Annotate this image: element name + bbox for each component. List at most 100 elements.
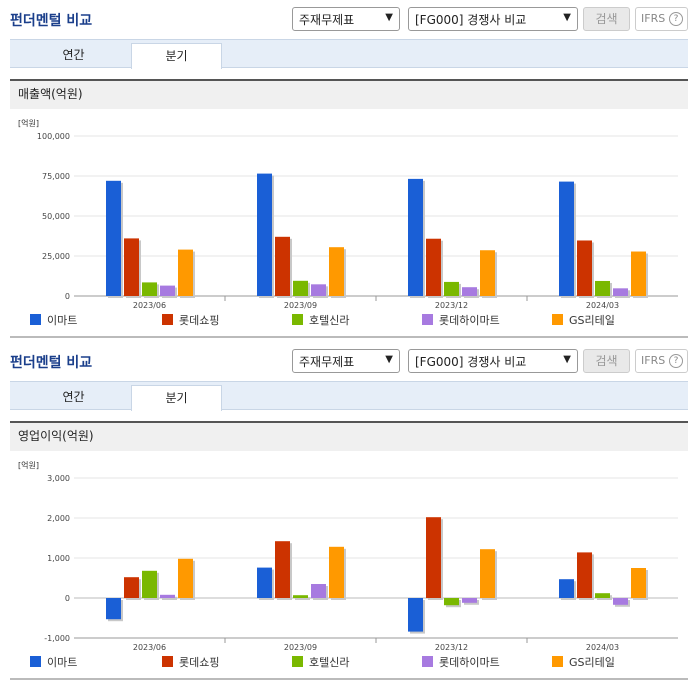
ifrs-label: IFRS bbox=[641, 354, 666, 367]
panel-operating-profit: 펀더멘털 비교 주재무제표 ▼ [FG000] 경쟁사 비교 ▼ 검색 IFRS… bbox=[0, 342, 696, 680]
y-tick-label: 1,000 bbox=[47, 554, 70, 563]
tab-quarterly[interactable]: 분기 bbox=[131, 385, 222, 411]
metric-title: 영업이익(억원) bbox=[10, 421, 688, 451]
bar bbox=[142, 570, 157, 598]
legend-label: 롯데하이마트 bbox=[439, 655, 500, 669]
x-tick-label: 2023/12 bbox=[435, 643, 468, 652]
chevron-down-icon: ▼ bbox=[385, 354, 393, 365]
bar bbox=[462, 598, 477, 603]
bar bbox=[444, 598, 459, 606]
help-icon[interactable]: ? bbox=[669, 12, 683, 26]
bar bbox=[613, 598, 628, 605]
x-tick-label: 2023/06 bbox=[133, 643, 166, 652]
legend-swatch bbox=[292, 656, 303, 667]
legend-label: 롯데쇼핑 bbox=[179, 314, 219, 327]
x-tick-label: 2023/09 bbox=[284, 643, 317, 652]
metric-title: 매출액(억원) bbox=[10, 79, 688, 109]
bar bbox=[106, 598, 121, 620]
legend-swatch bbox=[552, 314, 563, 325]
peer-group-select-value: [FG000] 경쟁사 비교 bbox=[415, 355, 527, 369]
statement-select[interactable]: 주재무제표 ▼ bbox=[292, 349, 400, 373]
bar bbox=[142, 282, 157, 296]
x-tick-label: 2023/06 bbox=[133, 301, 166, 310]
legend-swatch bbox=[422, 656, 433, 667]
search-button[interactable]: 검색 bbox=[583, 7, 630, 31]
bar bbox=[426, 238, 441, 296]
bar bbox=[595, 593, 610, 598]
x-tick-label: 2023/12 bbox=[435, 301, 468, 310]
bar bbox=[257, 173, 272, 296]
tab-annual[interactable]: 연간 bbox=[62, 390, 85, 404]
x-tick-label: 2024/03 bbox=[586, 643, 619, 652]
legend-swatch bbox=[30, 314, 41, 325]
bar bbox=[559, 181, 574, 296]
y-tick-label: 2,000 bbox=[47, 514, 70, 523]
tab-quarterly[interactable]: 분기 bbox=[131, 43, 222, 69]
period-tabs: 연간 분기 bbox=[10, 381, 688, 411]
x-tick-label: 2023/09 bbox=[284, 301, 317, 310]
period-tabs: 연간 분기 bbox=[10, 39, 688, 69]
legend-swatch bbox=[292, 314, 303, 325]
bar bbox=[311, 584, 326, 598]
legend-label: GS리테일 bbox=[569, 313, 615, 327]
bar bbox=[480, 549, 495, 598]
y-tick-label: -1,000 bbox=[44, 634, 70, 643]
panel-title: 펀더멘털 비교 bbox=[10, 355, 93, 371]
x-tick-label: 2024/03 bbox=[586, 301, 619, 310]
bar bbox=[124, 577, 139, 598]
bar bbox=[275, 236, 290, 296]
legend-swatch bbox=[162, 656, 173, 667]
bar bbox=[577, 552, 592, 598]
divider bbox=[10, 678, 688, 680]
y-tick-label: 50,000 bbox=[42, 212, 70, 221]
tab-annual[interactable]: 연간 bbox=[62, 48, 85, 62]
bar bbox=[577, 240, 592, 296]
y-tick-label: 25,000 bbox=[42, 252, 70, 261]
bar bbox=[293, 595, 308, 598]
bar bbox=[408, 598, 423, 632]
bar bbox=[329, 546, 344, 598]
legend-label: 롯데쇼핑 bbox=[179, 656, 219, 669]
search-button[interactable]: 검색 bbox=[583, 349, 630, 373]
bar bbox=[311, 284, 326, 296]
peer-group-select[interactable]: [FG000] 경쟁사 비교 ▼ bbox=[408, 349, 578, 373]
bar bbox=[631, 251, 646, 296]
legend-label: GS리테일 bbox=[569, 655, 615, 669]
bar bbox=[559, 579, 574, 598]
peer-group-select-value: [FG000] 경쟁사 비교 bbox=[415, 13, 527, 27]
bar bbox=[178, 558, 193, 598]
bar bbox=[275, 541, 290, 598]
bar bbox=[480, 250, 495, 296]
bar bbox=[106, 180, 121, 296]
bar bbox=[329, 247, 344, 296]
peer-group-select[interactable]: [FG000] 경쟁사 비교 ▼ bbox=[408, 7, 578, 31]
y-tick-label: 0 bbox=[65, 594, 70, 603]
bar bbox=[124, 238, 139, 296]
legend-label: 호텔신라 bbox=[309, 656, 349, 669]
ifrs-label: IFRS bbox=[641, 12, 666, 25]
bar bbox=[444, 281, 459, 296]
y-tick-label: 3,000 bbox=[47, 474, 70, 483]
ifrs-button[interactable]: IFRS ? bbox=[635, 349, 688, 373]
bar bbox=[462, 287, 477, 296]
divider bbox=[10, 336, 688, 338]
bar bbox=[631, 568, 646, 598]
bar bbox=[160, 285, 175, 296]
legend-label: 롯데하이마트 bbox=[439, 313, 500, 327]
y-tick-label: 0 bbox=[65, 292, 70, 301]
y-tick-label: 75,000 bbox=[42, 172, 70, 181]
chevron-down-icon: ▼ bbox=[563, 12, 571, 23]
ifrs-button[interactable]: IFRS ? bbox=[635, 7, 688, 31]
statement-select[interactable]: 주재무제표 ▼ bbox=[292, 7, 400, 31]
bar bbox=[293, 280, 308, 296]
help-icon[interactable]: ? bbox=[669, 354, 683, 368]
bar-shadow bbox=[295, 597, 310, 600]
bar-shadow bbox=[162, 596, 177, 600]
bar bbox=[160, 594, 175, 598]
panel-revenue: 펀더멘털 비교 주재무제표 ▼ [FG000] 경쟁사 비교 ▼ 검색 IFRS… bbox=[0, 0, 696, 338]
bar bbox=[426, 517, 441, 598]
bar bbox=[257, 567, 272, 598]
legend-swatch bbox=[30, 656, 41, 667]
panel-header: 펀더멘털 비교 주재무제표 ▼ [FG000] 경쟁사 비교 ▼ 검색 IFRS… bbox=[0, 0, 696, 36]
chevron-down-icon: ▼ bbox=[563, 354, 571, 365]
